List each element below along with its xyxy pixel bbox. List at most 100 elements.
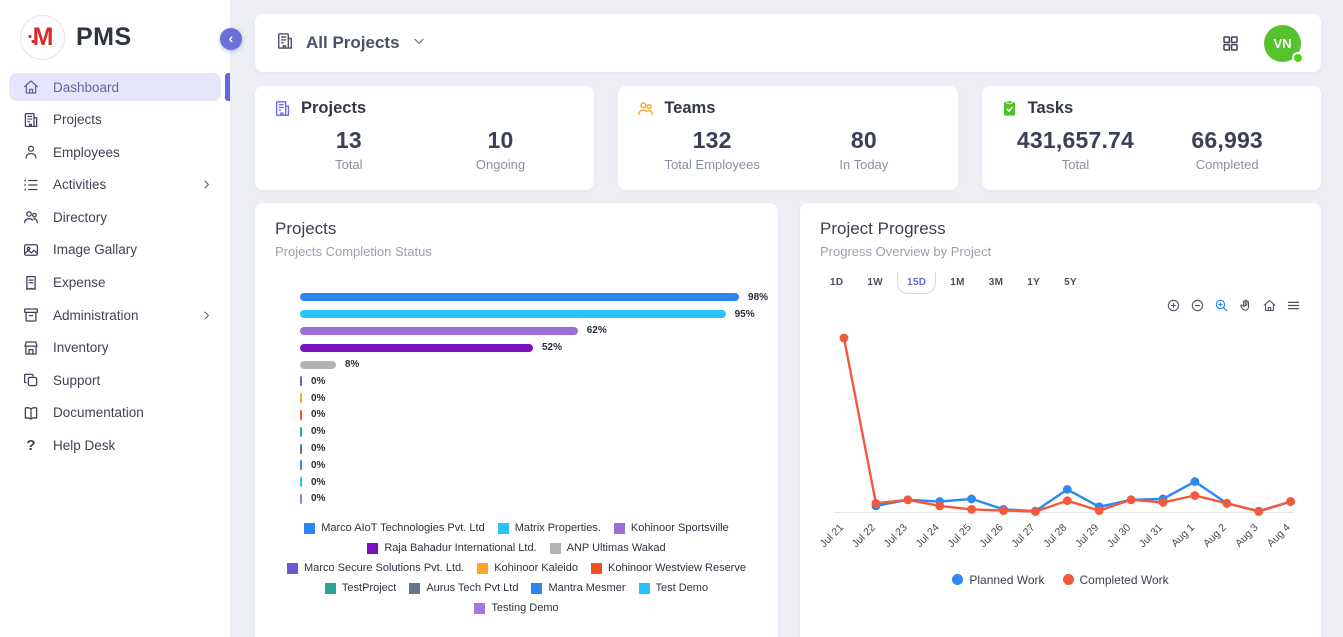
sidebar-item-directory[interactable]: Directory: [9, 203, 221, 231]
line-legend-item[interactable]: Planned Work: [952, 573, 1045, 587]
sidebar-item-dashboard[interactable]: Dashboard: [9, 73, 230, 101]
projects-completion-card: Projects Projects Completion Status 98% 9…: [255, 203, 778, 637]
bar-row: 8%: [300, 356, 758, 373]
building-icon: [22, 111, 40, 129]
range-button-15d[interactable]: 15D: [897, 272, 937, 294]
legend-item[interactable]: Mantra Mesmer: [531, 582, 626, 594]
line-legend-item[interactable]: Completed Work: [1062, 573, 1169, 587]
data-point[interactable]: [1190, 477, 1200, 486]
sidebar-item-inventory[interactable]: Inventory: [9, 334, 221, 362]
sidebar-item-label: Image Gallary: [53, 242, 138, 258]
sidebar-item-administration[interactable]: Administration: [9, 301, 221, 329]
sidebar-item-documentation[interactable]: Documentation: [9, 399, 221, 427]
home-icon[interactable]: [1262, 298, 1277, 313]
legend-item[interactable]: TestProject: [324, 582, 396, 594]
sidebar-collapse-button[interactable]: ‹: [220, 28, 242, 50]
legend-item[interactable]: Test Demo: [638, 582, 708, 594]
x-axis-label: Jul 21: [820, 522, 846, 550]
bar[interactable]: [300, 326, 578, 335]
legend-item[interactable]: Matrix Properties.: [497, 522, 601, 534]
data-point[interactable]: [967, 504, 976, 514]
bar[interactable]: [300, 310, 726, 319]
sidebar-item-employees[interactable]: Employees: [9, 138, 221, 166]
sidebar-item-projects[interactable]: Projects: [9, 106, 221, 134]
data-point[interactable]: [1190, 491, 1200, 500]
data-point[interactable]: [1254, 507, 1264, 516]
project-progress-card: Project Progress Progress Overview by Pr…: [800, 203, 1321, 637]
zero-bar-tick: [300, 393, 302, 404]
legend-swatch: [613, 522, 625, 534]
legend-item[interactable]: Kohinoor Westview Reserve: [591, 562, 746, 574]
legend-item[interactable]: ANP Ultimas Wakad: [549, 542, 666, 554]
metric-total-employees: 132 Total Employees: [664, 127, 760, 172]
legend-item[interactable]: Kohinoor Sportsville: [613, 522, 729, 534]
range-button-5y[interactable]: 5Y: [1064, 277, 1077, 288]
bar[interactable]: [300, 293, 740, 302]
sidebar-item-help-desk[interactable]: ? Help Desk: [9, 432, 221, 460]
card-title: Project Progress: [820, 219, 946, 238]
data-point[interactable]: [903, 495, 913, 505]
data-point[interactable]: [1031, 507, 1040, 516]
legend-label: Testing Demo: [491, 602, 559, 615]
sidebar-item-image-gallary[interactable]: Image Gallary: [9, 236, 221, 264]
range-button-1y[interactable]: 1Y: [1027, 277, 1041, 288]
zoom-out-icon[interactable]: [1190, 298, 1205, 313]
sidebar-item-expense[interactable]: Expense: [9, 269, 221, 297]
data-point[interactable]: [1158, 498, 1168, 507]
sidebar-item-label: Inventory: [53, 340, 109, 356]
legend-item[interactable]: Kohinoor Kaleido: [477, 562, 578, 574]
bar[interactable]: [300, 360, 336, 369]
sidebar-item-label: Activities: [53, 177, 107, 193]
data-point[interactable]: [1286, 497, 1295, 506]
zero-bar-tick: [300, 376, 302, 387]
active-indicator: [225, 73, 230, 101]
bar[interactable]: [300, 343, 533, 352]
legend-item[interactable]: Marco AIoT Technologies Pvt. Ltd: [304, 522, 485, 535]
data-point[interactable]: [935, 501, 945, 511]
range-button-1d[interactable]: 1D: [830, 277, 844, 288]
legend-item[interactable]: Marco Secure Solutions Pvt. Ltd.: [287, 562, 464, 574]
zoom-in-icon[interactable]: [1166, 298, 1181, 313]
range-button-1m[interactable]: 1M: [950, 277, 965, 288]
legend-label: Raja Bahadur International Ltd.: [384, 542, 537, 555]
zoom-select-icon[interactable]: [1214, 298, 1229, 313]
data-point[interactable]: [999, 506, 1008, 516]
sidebar-item-activities[interactable]: Activities: [9, 171, 221, 199]
bar-value-label: 95%: [734, 308, 755, 320]
legend-item[interactable]: Aurus Tech Pvt Ltd: [409, 582, 518, 594]
legend-item[interactable]: Testing Demo: [474, 602, 559, 615]
menu-icon[interactable]: [1286, 298, 1301, 313]
chevron-right-icon: [200, 178, 213, 191]
card-subtitle: Projects Completion Status: [275, 244, 432, 259]
data-point[interactable]: [1126, 495, 1136, 505]
question-icon: ?: [26, 437, 36, 455]
project-filter-dropdown[interactable]: All Projects: [275, 31, 427, 56]
x-axis-label: Jul 28: [1041, 522, 1069, 550]
apps-grid-icon[interactable]: [1221, 34, 1240, 53]
zero-bar-tick: [300, 409, 302, 420]
data-point[interactable]: [839, 333, 849, 343]
bar-value-label: 0%: [311, 392, 326, 404]
range-button-3m[interactable]: 3M: [988, 277, 1004, 288]
x-axis-label: Aug 2: [1201, 522, 1229, 550]
legend-label: Marco AIoT Technologies Pvt. Ltd: [321, 522, 485, 535]
data-point[interactable]: [871, 498, 881, 508]
bar-row: 0%: [300, 457, 758, 474]
data-point[interactable]: [1094, 506, 1104, 516]
data-point[interactable]: [967, 494, 976, 504]
user-avatar[interactable]: VN: [1264, 24, 1304, 64]
image-icon: [22, 241, 40, 259]
legend-item[interactable]: Raja Bahadur International Ltd.: [367, 542, 537, 555]
bar-chart-legend: Marco AIoT Technologies Pvt. Ltd Matrix P…: [275, 522, 758, 614]
bar-value-label: 62%: [586, 325, 607, 337]
avatar-initials: VN: [1273, 35, 1292, 51]
pan-icon[interactable]: [1238, 298, 1253, 313]
data-point[interactable]: [1062, 484, 1072, 494]
range-button-1w[interactable]: 1W: [867, 277, 883, 288]
legend-swatch: [304, 522, 316, 534]
data-point[interactable]: [1062, 496, 1072, 506]
data-point[interactable]: [1222, 498, 1232, 508]
sidebar-item-support[interactable]: Support: [9, 366, 221, 394]
stat-card-tasks: Tasks 431,657.74 Total 66,993 Completed: [981, 86, 1321, 190]
series-line-planned-work: [875, 480, 1291, 513]
